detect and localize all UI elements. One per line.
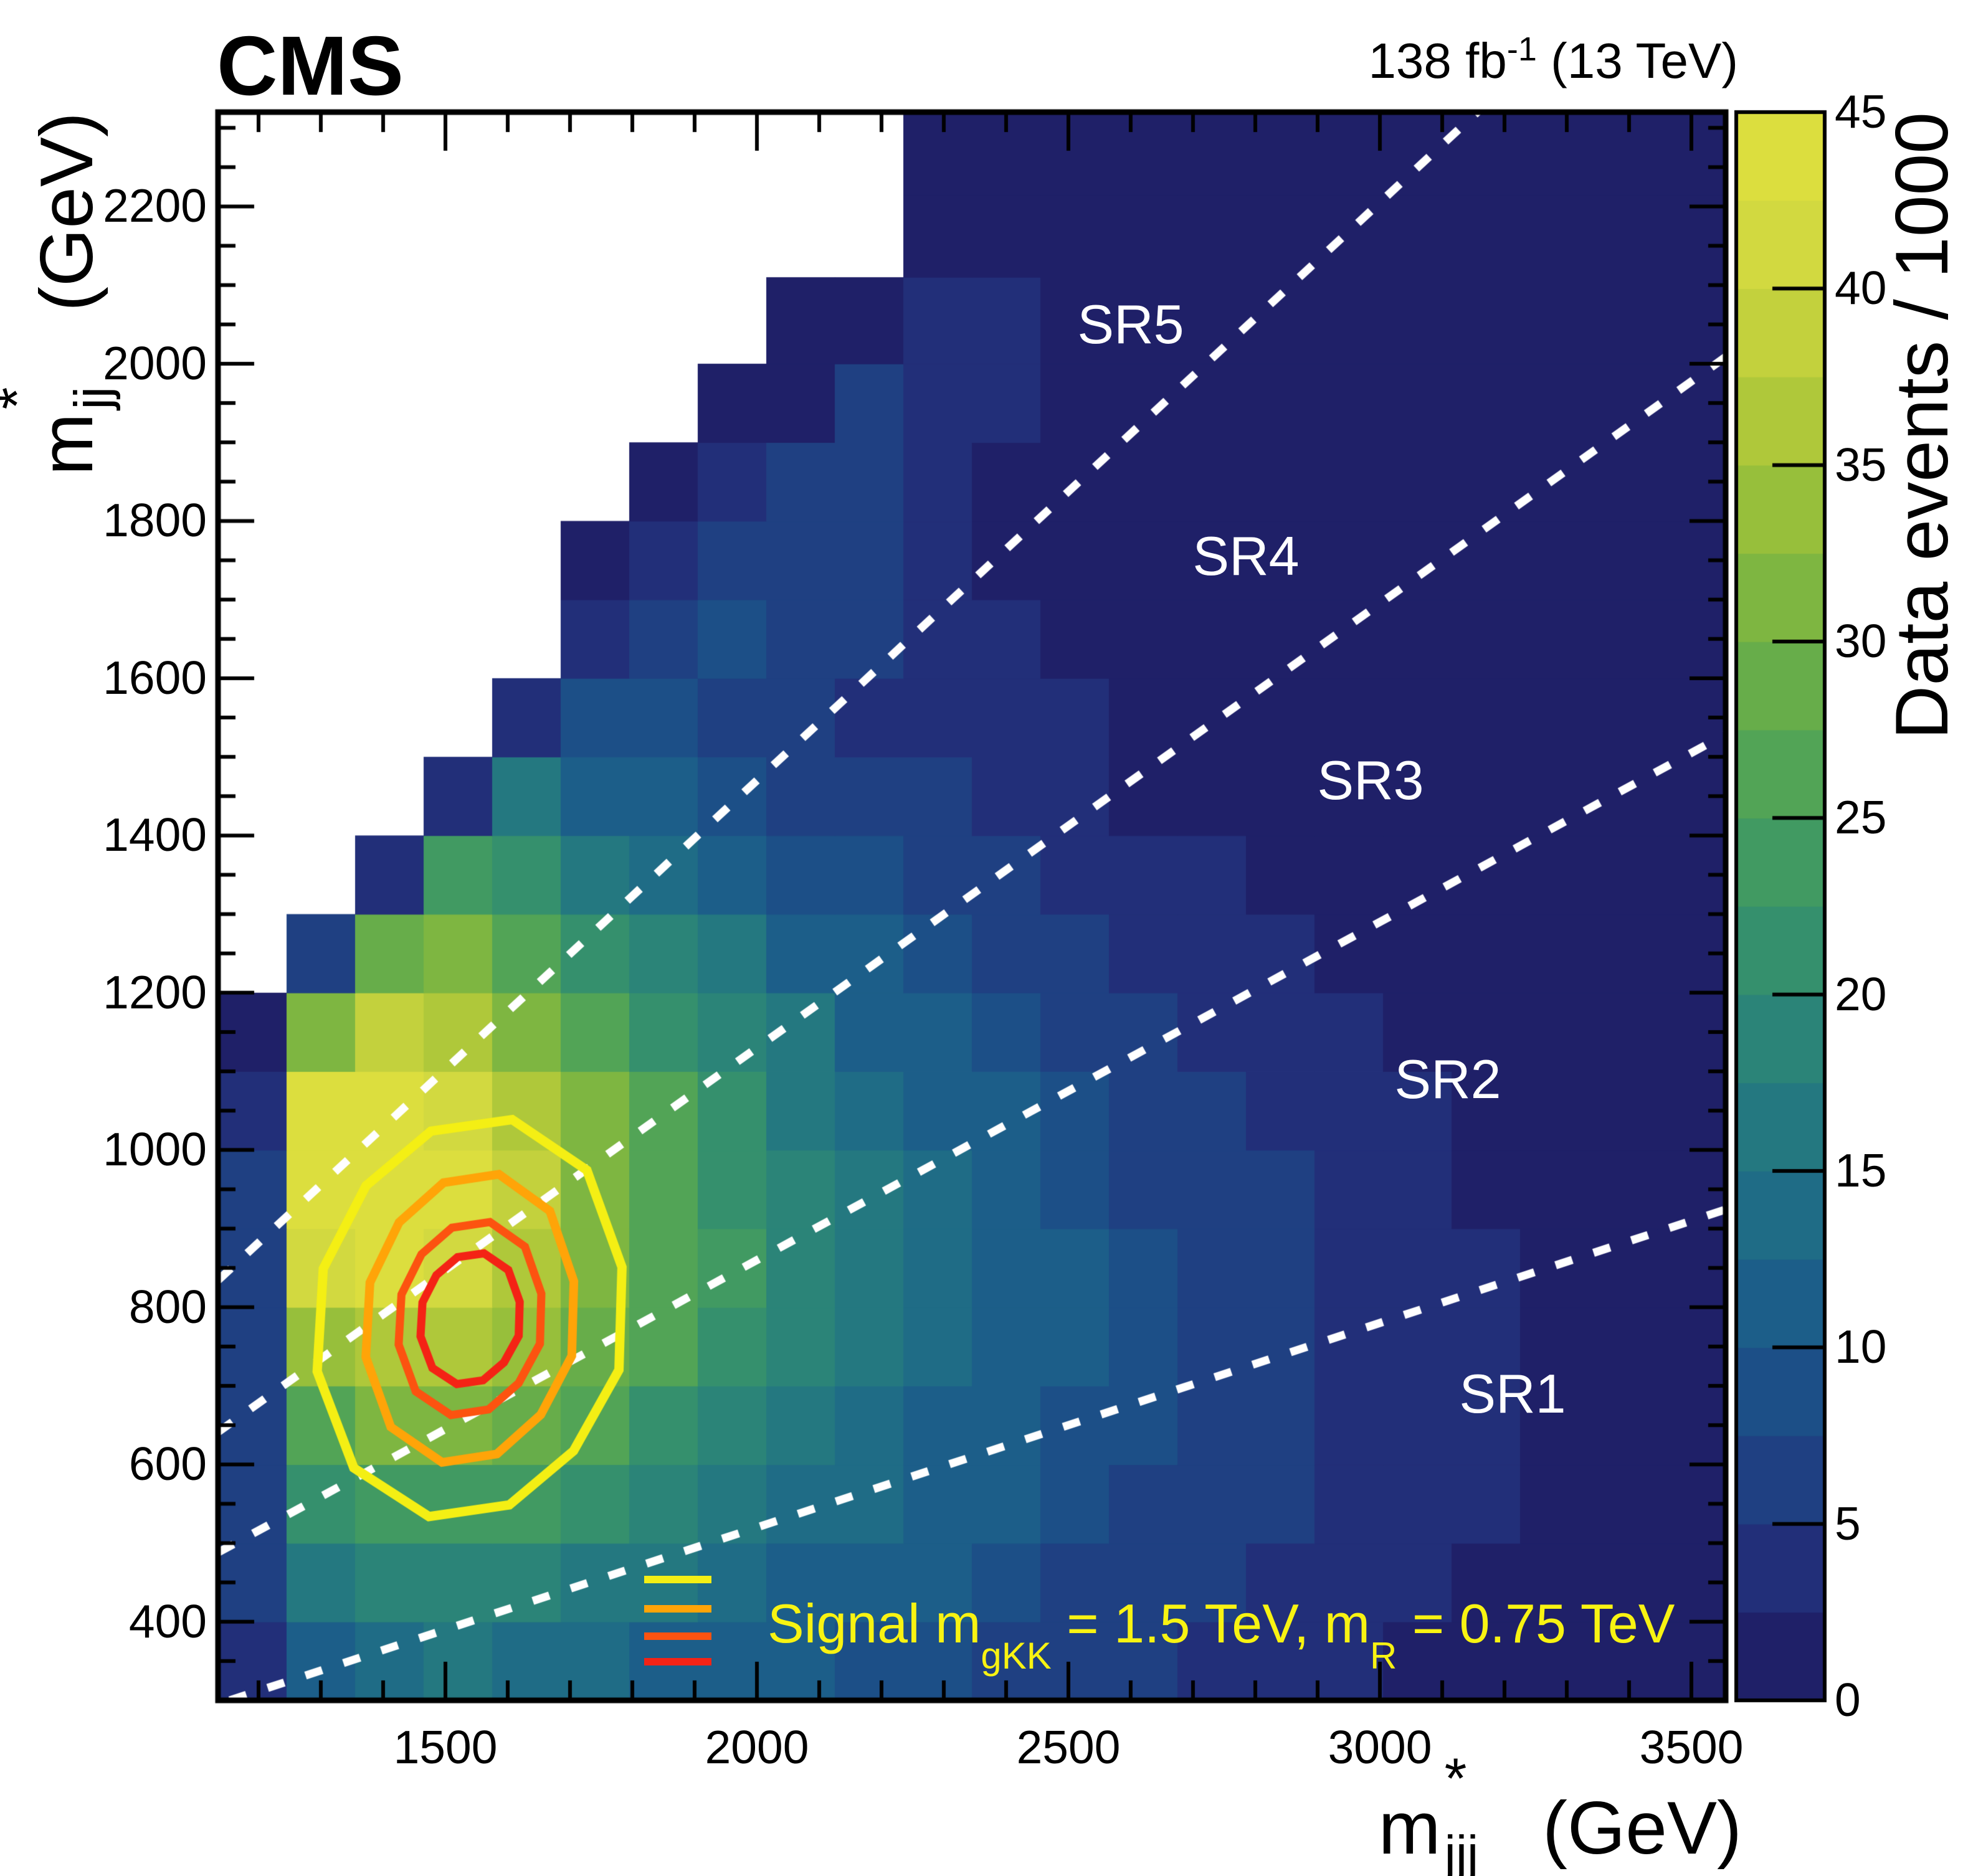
y-tick-label: 400 xyxy=(128,1594,207,1647)
x-tick-label: 3500 xyxy=(1639,1721,1744,1773)
y-tick-label: 600 xyxy=(128,1438,207,1490)
y-tick-label: 1200 xyxy=(103,965,207,1018)
y-title-symbol: m xyxy=(25,413,108,476)
x-tick-label: 2500 xyxy=(1016,1721,1121,1773)
x-tick-label: 2000 xyxy=(705,1721,809,1773)
colorbar-tick-label: 0 xyxy=(1835,1674,1861,1726)
colorbar-title: Data events / 1000 xyxy=(1880,112,1963,740)
colorbar-tick-label: 20 xyxy=(1835,967,1887,1020)
colorbar-tick-label: 10 xyxy=(1835,1320,1887,1373)
legend-swatch-yellow xyxy=(644,1576,711,1583)
y-tick-label: 1000 xyxy=(103,1123,207,1176)
signal-region-label-sr5: SR5 xyxy=(1077,293,1184,355)
colorbar-tick-label: 45 xyxy=(1835,85,1887,138)
y-tick-label: 2200 xyxy=(103,179,207,232)
legend-text-post: = 0.75 TeV xyxy=(1397,1593,1675,1654)
legend-r-subscript: R xyxy=(1370,1635,1397,1677)
x-tick-label: 3000 xyxy=(1328,1721,1432,1773)
legend-swatch-orange xyxy=(644,1605,711,1613)
colorbar-tick-label: 15 xyxy=(1835,1144,1887,1196)
experiment-label: CMS xyxy=(217,19,404,113)
y-tick-label: 1400 xyxy=(103,808,207,861)
y-tick-label: 1800 xyxy=(103,494,207,547)
x-title-subscript: jjj xyxy=(1444,1826,1479,1876)
y-tick-label: 800 xyxy=(128,1280,207,1333)
x-title-symbol: m xyxy=(1378,1786,1441,1870)
signal-region-label-sr4: SR4 xyxy=(1192,525,1300,587)
colorbar-tick-label: 5 xyxy=(1835,1497,1861,1550)
luminosity-label: 138 fb-1 (13 TeV) xyxy=(1368,30,1738,90)
y-title-subscript: jj xyxy=(64,386,121,410)
x-title-superscript: * xyxy=(1444,1747,1467,1811)
signal-region-label-sr1: SR1 xyxy=(1459,1362,1566,1424)
colorbar-tick-label: 30 xyxy=(1835,615,1887,667)
x-title-subsup: * jjj xyxy=(1441,1747,1522,1876)
colorbar-tick-label: 25 xyxy=(1835,791,1887,844)
signal-legend-text: Signal mgKK = 1.5 TeV, mR = 0.75 TeV xyxy=(768,1592,1675,1677)
lumi-exponent: -1 xyxy=(1506,31,1537,68)
y-tick-label: 2000 xyxy=(103,336,207,389)
legend-text-pre: Signal m xyxy=(768,1593,981,1654)
x-axis-title: m * jjj (GeV) xyxy=(1378,1747,1742,1876)
legend-gkk-subscript: gKK xyxy=(981,1635,1052,1677)
lumi-energy: (13 TeV) xyxy=(1536,33,1738,88)
legend-swatch-red xyxy=(644,1658,711,1665)
x-tick-label: 1500 xyxy=(393,1721,498,1773)
signal-region-label-sr3: SR3 xyxy=(1317,749,1424,812)
legend-text-mid: = 1.5 TeV, m xyxy=(1051,1593,1371,1654)
x-title-unit: (GeV) xyxy=(1521,1786,1742,1870)
signal-region-label-sr2: SR2 xyxy=(1394,1048,1501,1110)
colorbar-tick-label: 35 xyxy=(1835,438,1887,491)
colorbar-tick-label: 40 xyxy=(1835,262,1887,315)
y-title-superscript: * xyxy=(0,387,50,410)
y-tick-label: 1600 xyxy=(103,651,207,704)
legend-swatch-orangered xyxy=(644,1632,711,1640)
lumi-value: 138 fb xyxy=(1368,33,1507,88)
